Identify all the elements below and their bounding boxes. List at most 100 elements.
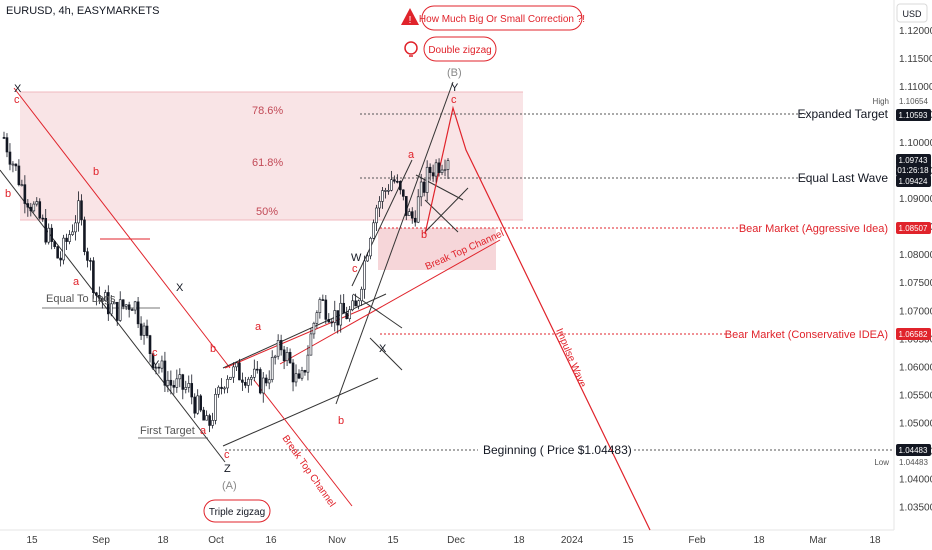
candle-body — [250, 377, 253, 380]
time-axis[interactable]: 15 Sep 18 Oct 16 Nov 15 Dec 18 2024 15 Feb 18 Mar 18 — [26, 535, 881, 546]
candle-body — [232, 366, 235, 378]
candle-body — [258, 369, 262, 394]
price-tick-label: 1.09000 — [899, 194, 932, 205]
candle-body — [133, 301, 137, 311]
candle-body — [238, 362, 241, 381]
candle-body — [309, 333, 313, 356]
candle-body — [124, 304, 128, 307]
candle-body — [291, 362, 295, 383]
candle-body — [53, 241, 56, 247]
candle-body — [318, 299, 322, 314]
candle-body — [440, 169, 444, 173]
candle-body — [422, 181, 426, 193]
candle-body — [95, 292, 98, 296]
candle-body — [282, 349, 286, 362]
candle-body — [136, 301, 140, 325]
candle-body — [121, 299, 125, 307]
candle-body — [321, 299, 325, 301]
candle-body — [44, 218, 48, 243]
beginning-label: Beginning ( Price $1.04483) — [483, 443, 632, 457]
fib-retracement-zone — [20, 92, 523, 220]
triple-zigzag-callout[interactable]: Triple zigzag — [203, 499, 271, 523]
candle-body — [112, 301, 116, 305]
price-tag-text: 1.08507 — [899, 224, 928, 233]
candle-body — [312, 322, 316, 335]
price-tick-label: 1.07000 — [899, 306, 932, 317]
candle-body — [410, 211, 414, 219]
wave-label-a4: a — [408, 149, 415, 161]
candle-body — [253, 368, 256, 378]
wave-label-a3: a — [255, 321, 262, 333]
currency-button[interactable]: USD — [896, 3, 928, 23]
candle-body — [303, 370, 307, 373]
candle-body — [130, 309, 134, 311]
price-tag-box — [896, 175, 931, 187]
candle-body — [378, 201, 381, 209]
break-channel-red — [224, 239, 501, 507]
candle-body — [41, 217, 45, 220]
candle-body — [387, 189, 390, 192]
candle-body — [220, 386, 223, 389]
first-target-label: First Target — [140, 425, 195, 437]
candle-body — [419, 181, 423, 198]
candle-body — [5, 137, 9, 153]
candle-body — [372, 222, 375, 239]
triple-zigzag-text: Triple zigzag — [209, 507, 265, 518]
candle-body — [366, 255, 369, 262]
candle-body — [402, 189, 405, 197]
price-tick-label: 1.11000 — [899, 82, 932, 93]
candle-body — [154, 366, 158, 369]
wave-label-b1: b — [5, 188, 11, 200]
candle-body — [336, 310, 340, 326]
wave-label-b3: b — [210, 343, 216, 355]
candle-body — [354, 300, 357, 307]
price-tag-box — [896, 222, 931, 234]
candle-body — [348, 309, 351, 320]
wave-label-b2: b — [93, 166, 99, 178]
candle-body — [106, 292, 110, 315]
time-tick-label: 15 — [387, 535, 399, 546]
candle-body — [172, 385, 176, 388]
bear-aggressive-label: Bear Market (Aggressive Idea) — [739, 223, 888, 235]
candle-body — [217, 386, 220, 395]
candle-body — [109, 303, 113, 315]
candle-body — [235, 362, 238, 368]
candle-body — [38, 201, 42, 219]
wave-label-B: (B) — [447, 67, 462, 79]
candle-body — [142, 325, 146, 336]
candle-body — [279, 340, 283, 351]
candle-body — [50, 227, 53, 242]
price-tick-label: 1.10000 — [899, 138, 932, 149]
candle-body — [357, 300, 360, 307]
wave-label-c1: c — [14, 94, 20, 106]
time-tick-label: 18 — [513, 535, 525, 546]
equal-last-wave-label: Equal Last Wave — [798, 171, 889, 185]
candle-body — [384, 190, 387, 192]
time-tick-label: Feb — [688, 535, 706, 546]
candle-body — [351, 300, 354, 311]
warning-callout[interactable]: ! How Much Big Or Small Correction ?! — [401, 5, 585, 31]
idea-callout[interactable]: Double zigzag — [404, 36, 497, 62]
candle-body — [443, 169, 447, 171]
candle-body — [244, 382, 247, 386]
candle-body — [127, 304, 131, 310]
wave-label-c5: c — [451, 94, 457, 106]
price-candles — [2, 131, 450, 433]
price-tag-box — [896, 154, 931, 166]
time-tick-label: Sep — [92, 535, 110, 546]
candle-body — [330, 321, 334, 324]
candle-body — [223, 387, 226, 390]
candle-body — [20, 184, 24, 186]
candle-body — [327, 319, 331, 323]
candle-body — [434, 162, 438, 177]
candle-body — [208, 415, 211, 426]
candle-body — [71, 231, 74, 235]
candle-body — [11, 163, 15, 166]
candle-body — [214, 393, 217, 421]
time-tick-label: 15 — [26, 535, 38, 546]
candle-body — [175, 378, 179, 388]
wave-label-a1: a — [73, 276, 80, 288]
candle-body — [98, 295, 101, 299]
price-tick-label: 1.08000 — [899, 250, 932, 261]
